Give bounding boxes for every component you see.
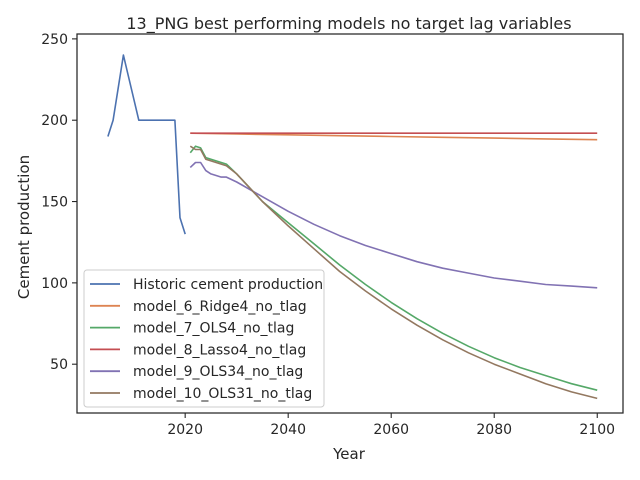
- y-tick-label: 250: [41, 32, 68, 48]
- chart-title: 13_PNG best performing models no target …: [126, 14, 571, 34]
- legend-label-3: model_8_Lasso4_no_tlag: [133, 342, 306, 358]
- legend-label-5: model_10_OLS31_no_tlag: [133, 386, 312, 402]
- series-line-0: [107, 54, 186, 235]
- series-line-4: [189, 161, 598, 289]
- legend-label-2: model_7_OLS4_no_tlag: [133, 321, 294, 337]
- plot-lines: [107, 54, 598, 400]
- x-tick-label: 2020: [167, 422, 203, 438]
- x-tick-label: 2060: [373, 422, 409, 438]
- series-line-1: [190, 132, 598, 141]
- series-line-5: [189, 145, 598, 400]
- legend-label-0: Historic cement production: [133, 277, 323, 293]
- x-tick-label: 2100: [579, 422, 615, 438]
- plot-frame: [76, 33, 624, 414]
- y-axis: 50 100 150 200 250: [41, 32, 77, 373]
- y-tick-label: 100: [41, 276, 68, 292]
- y-axis-label: Cement production: [15, 155, 33, 299]
- legend-label-4: model_9_OLS34_no_tlag: [133, 364, 303, 380]
- x-tick-label: 2040: [270, 422, 306, 438]
- series-line-2: [189, 145, 598, 391]
- legend-box: [83, 269, 325, 408]
- x-tick-label: 2080: [476, 422, 512, 438]
- y-tick-label: 50: [50, 357, 68, 373]
- x-axis: 2020 2040 2060 2080 2100: [167, 413, 615, 438]
- y-tick-label: 150: [41, 195, 68, 211]
- x-axis-label: Year: [332, 445, 366, 463]
- y-tick-label: 200: [41, 113, 68, 129]
- legend-label-1: model_6_Ridge4_no_tlag: [133, 299, 307, 315]
- legend: Historic cement production model_6_Ridge4…: [83, 269, 325, 408]
